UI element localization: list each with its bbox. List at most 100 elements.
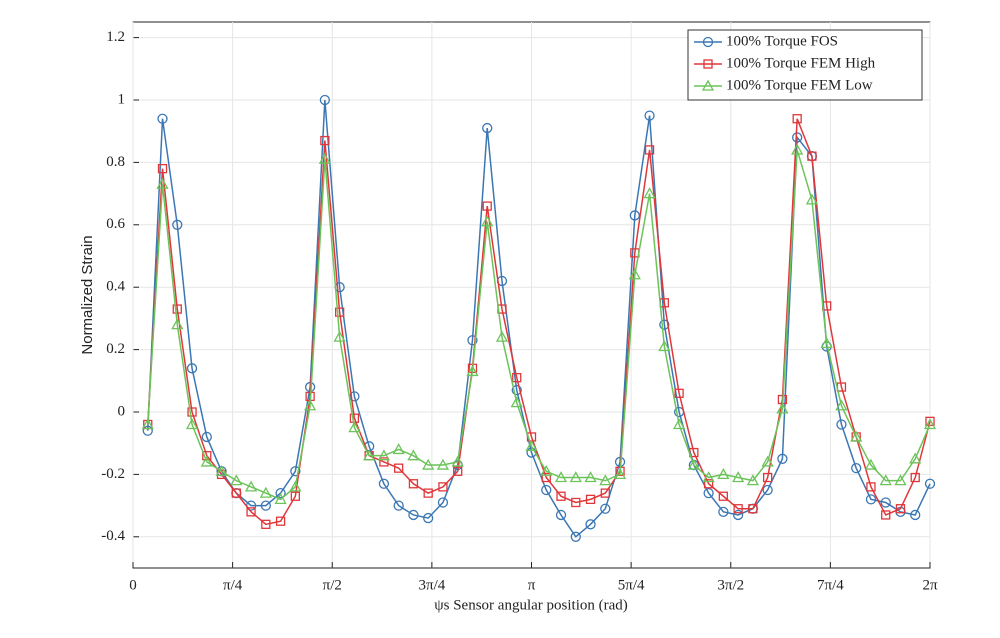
point [703,487,714,499]
point [423,488,433,498]
point [186,363,198,374]
point [599,474,612,486]
point [571,497,581,508]
point [555,509,567,521]
point [600,488,610,498]
point [569,471,582,483]
point [289,480,302,492]
point [762,484,773,496]
point [378,478,390,489]
point [748,504,758,514]
point [334,307,345,317]
point [864,458,878,470]
point [644,145,655,155]
point [438,482,448,492]
point [246,507,256,517]
point [304,399,317,411]
point [171,318,184,330]
point [467,335,478,346]
point [260,500,271,511]
x-tick-label: π [528,577,536,593]
x-tick-label: π/2 [323,577,342,593]
point [851,463,862,474]
point [674,388,684,398]
point [244,480,258,492]
point [910,472,920,483]
point [511,385,522,396]
point [394,463,404,473]
point [924,478,936,489]
point [570,531,581,542]
point [880,497,891,508]
point [629,210,640,221]
point [437,497,449,508]
point [777,453,788,464]
point [423,512,434,524]
point [187,407,197,417]
point [761,455,774,467]
point [879,474,892,486]
point [909,452,922,464]
point [687,458,700,470]
point [141,418,154,430]
point [481,215,494,227]
point [836,419,847,430]
point [910,509,921,521]
point [732,509,744,521]
x-axis-label: ψs Sensor angular position (rad) [434,597,628,613]
y-tick-label: 0.8 [106,154,125,170]
point [348,421,361,433]
point [185,418,199,430]
point [200,455,213,467]
point [275,487,286,499]
point [540,464,553,476]
point [275,516,286,526]
y-tick-label: 0.6 [106,216,125,232]
point [379,457,389,467]
y-tick-label: -0.2 [101,466,125,482]
point [613,468,627,480]
point [554,471,568,483]
legend-box [687,29,923,101]
point [820,337,833,349]
point [495,330,509,342]
point [866,482,876,492]
point [172,304,182,314]
point [422,458,435,470]
series-line [147,99,931,538]
point [392,443,405,455]
point [156,177,169,189]
point [451,455,464,467]
point [732,471,745,483]
point [835,399,848,411]
point [215,464,228,476]
point [230,474,243,486]
point [231,488,241,498]
point [585,494,596,505]
y-tick-label: 1.2 [106,29,125,45]
legend-marker [702,36,714,48]
point [319,94,331,106]
point [628,268,641,280]
point [142,425,153,436]
legend: 100% Torque FOS 100% Torque FEM High 100% … [687,29,923,101]
point [585,519,596,530]
legend-label: 100% Torque FEM High [726,55,876,71]
point [703,479,714,489]
point [776,402,789,414]
point [482,201,492,211]
legend-marker [703,59,713,69]
point [718,491,729,501]
point [792,114,802,124]
point [172,219,183,230]
point [600,503,611,514]
point [850,430,863,442]
point [377,449,391,461]
point [923,418,937,430]
point [157,163,168,174]
series-line [147,118,931,526]
y-tick-label: 0 [118,403,126,419]
point [157,113,168,124]
